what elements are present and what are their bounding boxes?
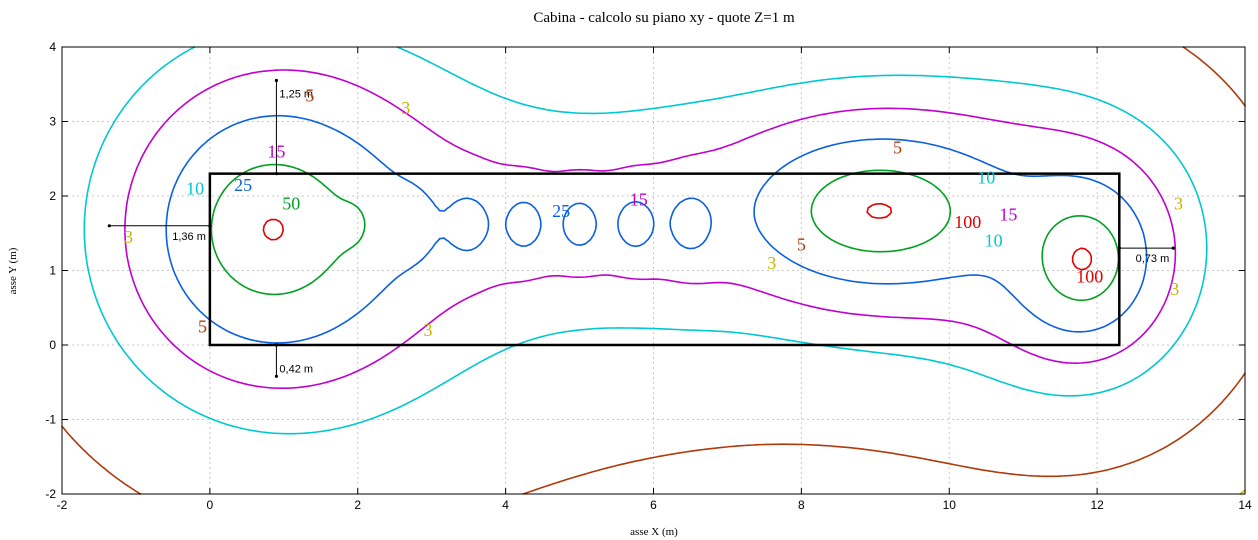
- dimension-label: 0,42 m: [279, 363, 313, 375]
- contour-level-100: [262, 202, 1093, 271]
- contour-label: 3: [1170, 279, 1179, 299]
- contour-label: 10: [977, 167, 995, 187]
- tick-label-y: 3: [49, 115, 56, 129]
- dimension-label: 1,25 m: [279, 89, 313, 101]
- dimension-end: [1117, 246, 1121, 250]
- contour-label: 5: [198, 316, 207, 336]
- contour-label: 3: [401, 98, 410, 118]
- tick-label-x: 2: [354, 498, 361, 512]
- tick-label-y: 2: [49, 189, 56, 203]
- tick-label-x: 0: [207, 498, 214, 512]
- contour-level-25: [165, 114, 1148, 344]
- dimension-end: [208, 224, 212, 228]
- x-axis-label: asse X (m): [630, 526, 678, 538]
- tick-label-y: 4: [49, 40, 56, 54]
- contour-level-10: [83, 46, 1208, 435]
- contour-level-15: [124, 69, 1177, 389]
- tick-label-y: -1: [45, 413, 56, 427]
- dimension-end: [1171, 246, 1175, 250]
- contour-label: 3: [1174, 193, 1183, 213]
- contour-label: 15: [630, 190, 648, 210]
- contour-label: 25: [234, 175, 252, 195]
- contour-label: 100: [954, 212, 981, 232]
- contour-label: 3: [767, 253, 776, 273]
- contour-label: 3: [124, 227, 133, 247]
- tick-label-x: 10: [943, 498, 957, 512]
- dimension-end: [107, 224, 111, 228]
- contour-label: 10: [985, 231, 1003, 251]
- grid-lines: [61, 46, 1246, 495]
- contour-level-3: [1239, 489, 1246, 495]
- contour-label: 5: [797, 234, 806, 254]
- contour-label: 10: [186, 179, 204, 199]
- contour-label: 5: [893, 138, 902, 158]
- tick-label-x: -2: [57, 498, 68, 512]
- tick-label-x: 4: [502, 498, 509, 512]
- contour-lines: [61, 46, 1246, 495]
- dimension-end: [274, 78, 279, 83]
- dimension-label: 1,36 m: [172, 231, 206, 243]
- contour-label: 3: [423, 320, 432, 340]
- dimension-end: [274, 172, 279, 176]
- dimension-end: [274, 374, 279, 378]
- dimension-end: [274, 343, 279, 347]
- distance-markers: 1,25 m 1,36 m 0,42 m 0,73 m: [107, 78, 1175, 378]
- contour-label: 5: [305, 85, 314, 105]
- contour-label: 50: [282, 193, 300, 213]
- cabin-outline: [208, 172, 1121, 347]
- contour-label: 15: [999, 205, 1017, 225]
- y-axis-label: asse Y (m): [7, 247, 19, 294]
- dimension-label: 0,73 m: [1136, 253, 1170, 265]
- contour-label: 25: [552, 201, 570, 221]
- chart-title: Cabina - calcolo su piano xy - quote Z=1…: [533, 10, 795, 26]
- contour-label: 15: [267, 141, 285, 161]
- tick-label-x: 14: [1238, 498, 1252, 512]
- tick-label-y: 1: [49, 264, 56, 278]
- tick-label-y: -2: [45, 487, 56, 501]
- tick-label-x: 6: [650, 498, 657, 512]
- contour-level-5: [61, 46, 1246, 495]
- contour-label: 100: [1076, 266, 1103, 286]
- tick-label-x: 8: [798, 498, 805, 512]
- tick-label-y: 0: [49, 338, 56, 352]
- tick-label-x: 12: [1090, 498, 1104, 512]
